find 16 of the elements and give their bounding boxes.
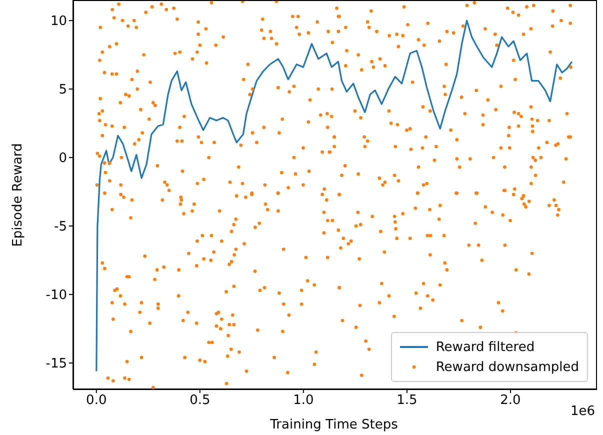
x-tick-label: 1.0 — [293, 393, 314, 408]
x-tick-label: 0.5 — [190, 393, 210, 408]
legend-label: Reward filtered — [436, 340, 535, 354]
text: 1e6 — [570, 404, 595, 419]
x-tick-label: 2.0 — [500, 393, 521, 408]
y-tick-label: -15 — [46, 356, 67, 372]
y-tick-label: 5 — [58, 82, 67, 98]
x-tick-label: 1.5 — [396, 393, 418, 408]
legend-label: Reward downsampled — [436, 360, 579, 374]
x-axis-title: Training Time Steps — [270, 418, 398, 432]
y-tick-label: -5 — [54, 220, 67, 235]
x-tick-label: 0.0 — [86, 393, 107, 408]
y-axis-title: Episode Reward — [10, 143, 26, 247]
y-tick-label: 0 — [58, 151, 67, 166]
y-tick-label: 10 — [50, 14, 67, 30]
y-tick-label: -10 — [46, 288, 67, 304]
